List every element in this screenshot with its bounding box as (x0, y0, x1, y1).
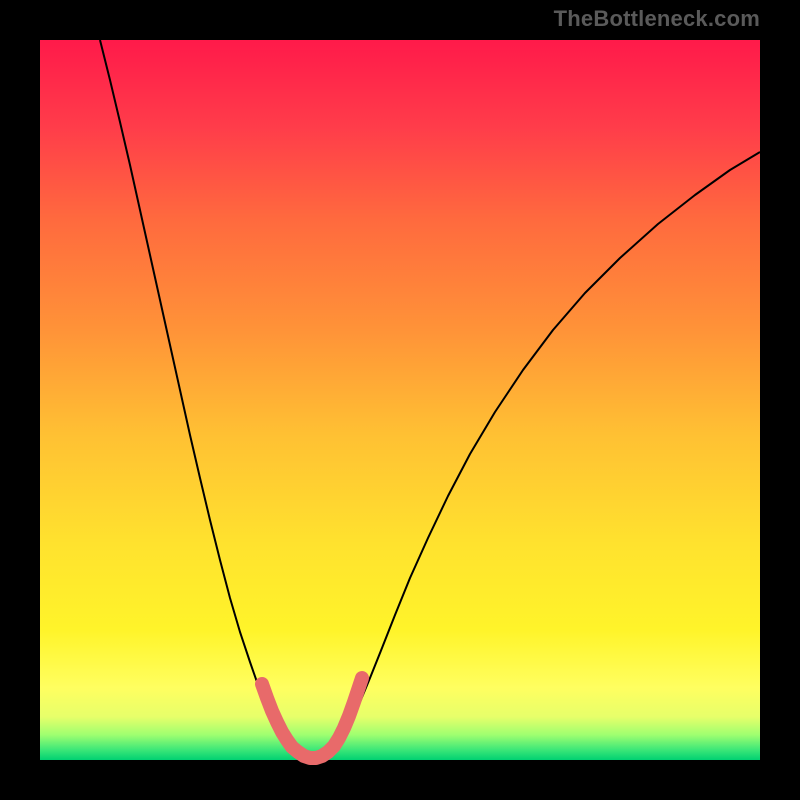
optimal-range-marker (262, 678, 362, 758)
chart-container: TheBottleneck.com (0, 0, 800, 800)
watermark-text: TheBottleneck.com (554, 6, 760, 32)
bottleneck-curve (100, 40, 760, 758)
curve-layer (0, 0, 800, 800)
